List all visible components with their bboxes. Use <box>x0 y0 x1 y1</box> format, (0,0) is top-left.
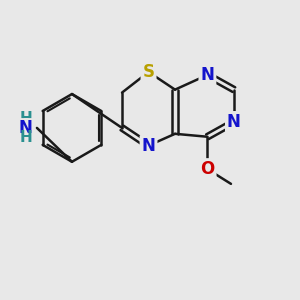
Text: H: H <box>20 111 32 126</box>
Text: O: O <box>200 160 214 178</box>
Text: N: N <box>200 66 214 84</box>
Text: N: N <box>227 113 241 131</box>
Text: N: N <box>19 119 33 137</box>
Text: N: N <box>142 136 155 154</box>
Text: H: H <box>20 130 32 145</box>
Text: S: S <box>142 63 154 81</box>
